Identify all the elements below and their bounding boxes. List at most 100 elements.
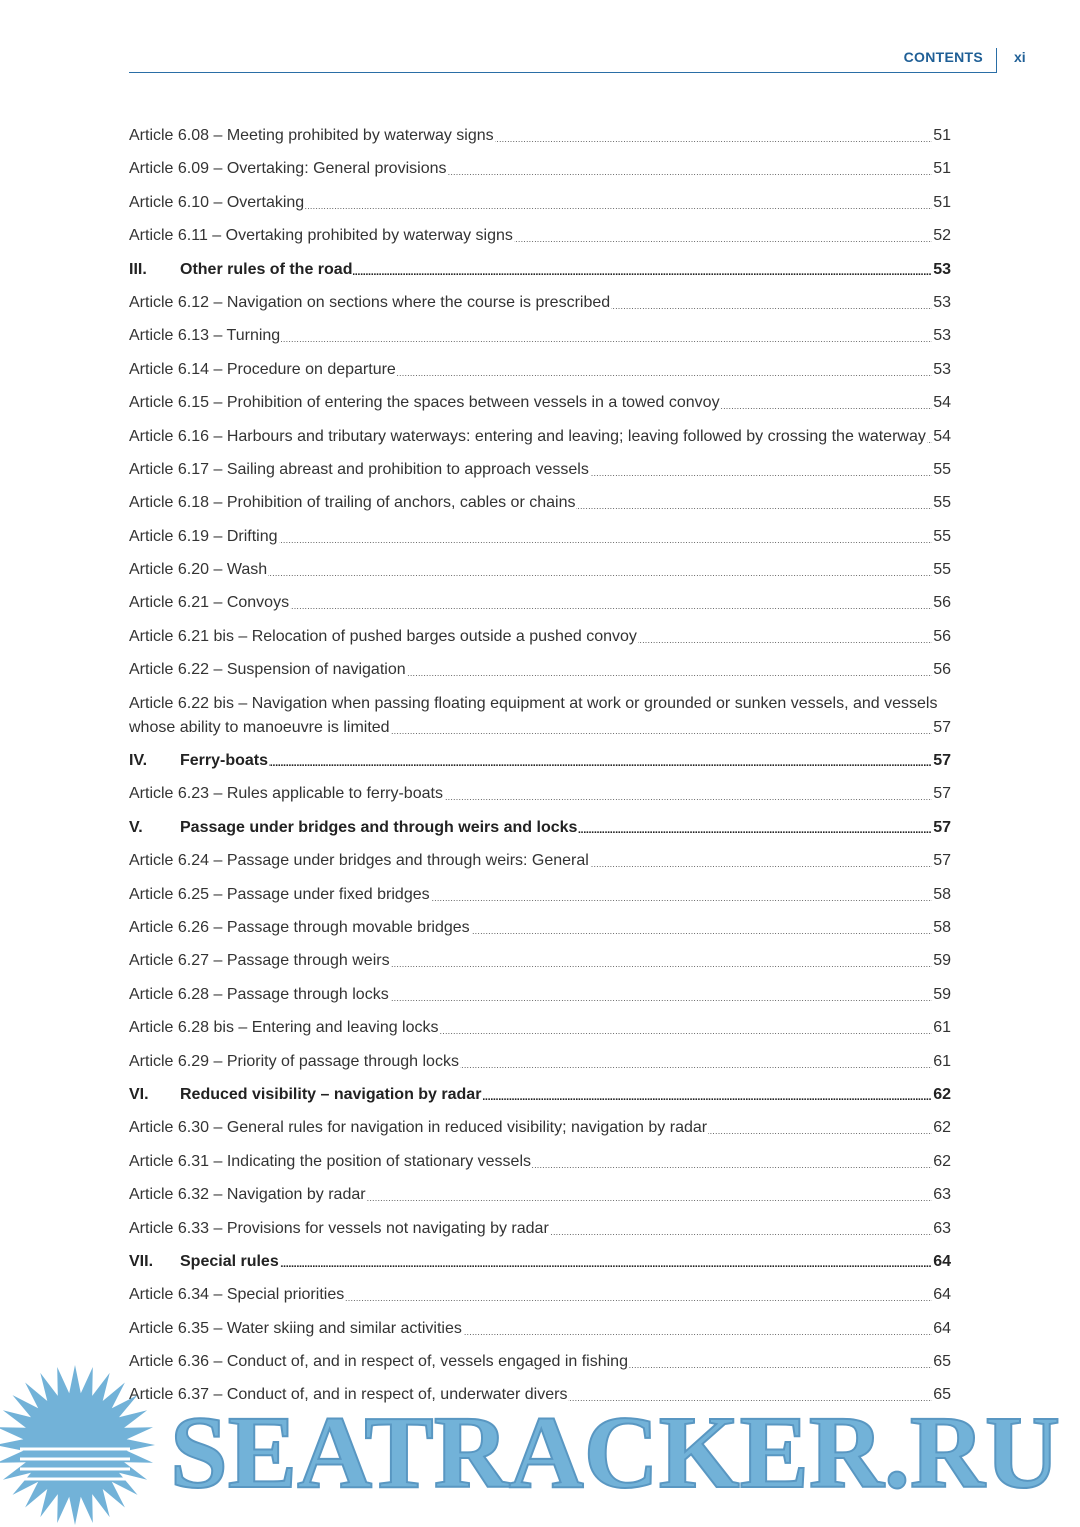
entry-title: Article 6.21 – Convoys: [129, 594, 290, 612]
entry-title: Article 6.17 – Sailing abreast and prohi…: [129, 460, 589, 478]
entry-title-wrap: Article 6.09 – Overtaking: General provi…: [129, 160, 448, 178]
entry-title: Article 6.09 – Overtaking: General provi…: [129, 160, 447, 178]
entry-title: Article 6.22 – Suspension of navigation: [129, 661, 406, 679]
section-entry: V.Passage under bridges and through weir…: [129, 815, 951, 849]
page-number: 63: [932, 1216, 951, 1241]
entry-title-wrap: Article 6.29 – Priority of passage throu…: [129, 1052, 460, 1070]
entry-title-wrap: Article 6.36 – Conduct of, and in respec…: [129, 1353, 629, 1371]
toc-entry: Article 6.09 – Overtaking: General provi…: [129, 157, 951, 190]
toc-entry: Article 6.34 – Special priorities 64: [129, 1283, 951, 1316]
entry-title: Article 6.10 – Overtaking: [129, 193, 305, 211]
entry-title-wrap: Article 6.22 – Suspension of navigation: [129, 661, 407, 679]
page-number: 65: [932, 1383, 951, 1408]
page-number: 62: [932, 1116, 951, 1141]
toc-entry: Article 6.35 – Water skiing and similar …: [129, 1316, 951, 1350]
entry-title-wrap: VI. Reduced visibility – navigation by ra…: [129, 1082, 483, 1107]
toc-entry: Article 6.24 – Passage under bridges and…: [129, 849, 951, 882]
entry-title-wrap: Article 6.17 – Sailing abreast and prohi…: [129, 460, 590, 478]
page-number: 51: [932, 157, 951, 182]
entry-title: Article 6.19 – Drifting: [129, 527, 278, 545]
toc-entry: Article 6.31 – Indicating the position o…: [129, 1149, 951, 1183]
page-number: 56: [932, 658, 951, 683]
entry-title-wrap: Article 6.24 – Passage under bridges and…: [129, 852, 590, 870]
header-divider: [996, 48, 997, 72]
page-number: 53: [932, 324, 951, 349]
entry-title-wrap: Article 6.12 – Navigation on sections wh…: [129, 293, 612, 311]
entry-title: Article 6.08 – Meeting prohibited by wat…: [129, 127, 494, 144]
toc-entry: Article 6.33 – Provisions for vessels no…: [129, 1216, 951, 1250]
page-number: 62: [932, 1082, 951, 1107]
entry-title: Article 6.12 – Navigation on sections wh…: [129, 293, 611, 311]
toc-entry: Article 6.15 – Prohibition of entering t…: [129, 391, 951, 424]
entry-title-wrap: Article 6.08 – Meeting prohibited by wat…: [129, 127, 495, 144]
page-number: 57: [932, 715, 951, 740]
page-number: 51: [932, 124, 951, 148]
toc-entry: Article 6.12 – Navigation on sections wh…: [129, 290, 951, 324]
page-number: 55: [932, 491, 951, 516]
entry-title: Article 6.22 bis – Navigation when passi…: [129, 694, 938, 736]
toc-entry: Article 6.26 – Passage through movable b…: [129, 915, 951, 949]
toc-entry: Article 6.27 – Passage through weirs 59: [129, 949, 951, 982]
entry-title: Article 6.34 – Special priorities: [129, 1286, 345, 1304]
entry-title-wrap: Article 6.16 – Harbours and tributary wa…: [129, 427, 927, 445]
entry-title: Article 6.21 bis – Relocation of pushed …: [129, 627, 637, 645]
entry-title: Article 6.28 – Passage through locks: [129, 985, 389, 1003]
entry-title: Article 6.31 – Indicating the position o…: [129, 1152, 531, 1170]
entry-title: Article 6.27 – Passage through weirs: [129, 952, 390, 970]
toc-entry: Article 6.22 – Suspension of navigation 5…: [129, 658, 951, 691]
section-number: VII.: [129, 1249, 180, 1274]
entry-title-wrap: Article 6.27 – Passage through weirs: [129, 952, 391, 970]
toc-entry: Article 6.08 – Meeting prohibited by wat…: [129, 124, 951, 157]
page-number: 61: [932, 1049, 951, 1074]
page-number: 59: [932, 949, 951, 974]
entry-title-wrap: Article 6.32 – Navigation by radar: [129, 1186, 367, 1204]
toc-entry: Article 6.36 – Conduct of, and in respec…: [129, 1350, 951, 1383]
toc-entry: Article 6.21 bis – Relocation of pushed …: [129, 624, 951, 658]
entry-title: Article 6.36 – Conduct of, and in respec…: [129, 1353, 628, 1371]
section-entry: IV.Ferry-boats 57: [129, 749, 951, 782]
entry-title: Ferry-boats: [180, 752, 269, 770]
entry-title: Article 6.18 – Prohibition of trailing o…: [129, 494, 576, 512]
entry-title-wrap: Article 6.33 – Provisions for vessels no…: [129, 1219, 550, 1237]
toc-entry: Article 6.22 bis – Navigation when passi…: [129, 692, 951, 749]
section-number: V.: [129, 815, 180, 840]
entry-title: Article 6.29 – Priority of passage throu…: [129, 1052, 459, 1070]
page-number: 64: [932, 1249, 951, 1274]
page-number: 64: [932, 1316, 951, 1341]
page-number: 51: [932, 190, 951, 215]
entry-title-wrap: Article 6.19 – Drifting: [129, 527, 279, 545]
entry-title-wrap: Article 6.25 – Passage under fixed bridg…: [129, 885, 431, 903]
entry-title-wrap: Article 6.35 – Water skiing and similar …: [129, 1319, 463, 1337]
entry-title-wrap: Article 6.15 – Prohibition of entering t…: [129, 394, 721, 412]
entry-title-wrap: Article 6.28 – Passage through locks: [129, 985, 390, 1003]
toc-entry: Article 6.23 – Rules applicable to ferry…: [129, 782, 951, 815]
entry-title: Article 6.16 – Harbours and tributary wa…: [129, 427, 926, 445]
toc-entry: Article 6.13 – Turning 53: [129, 324, 951, 357]
entry-title: Article 6.33 – Provisions for vessels no…: [129, 1219, 549, 1237]
toc-entry: Article 6.11 – Overtaking prohibited by …: [129, 224, 951, 257]
page-number: 53: [932, 257, 951, 282]
entry-title: Article 6.25 – Passage under fixed bridg…: [129, 885, 430, 903]
toc: Article 6.08 – Meeting prohibited by wat…: [129, 124, 951, 1417]
toc-entry: Article 6.17 – Sailing abreast and prohi…: [129, 457, 951, 491]
entry-title: Reduced visibility – navigation by radar: [180, 1085, 482, 1103]
entry-title-wrap: Article 6.26 – Passage through movable b…: [129, 918, 471, 936]
entry-title: Article 6.15 – Prohibition of entering t…: [129, 394, 720, 412]
page-number: 56: [932, 624, 951, 649]
page-number: 59: [932, 982, 951, 1007]
toc-entry: Article 6.14 – Procedure on departure 53: [129, 357, 951, 391]
entry-title-wrap: VII. Special rules: [129, 1249, 280, 1274]
page-number: 57: [932, 749, 951, 774]
toc-entry: Article 6.20 – Wash 55: [129, 558, 951, 591]
entry-title-wrap: Article 6.21 bis – Relocation of pushed …: [129, 627, 638, 645]
page-number: 63: [932, 1183, 951, 1208]
entry-title-wrap: V. Passage under bridges and through weir…: [129, 815, 579, 840]
page-number: 57: [932, 849, 951, 874]
entry-title-wrap: Article 6.28 bis – Entering and leaving …: [129, 1019, 440, 1037]
header-rule: [129, 72, 997, 73]
toc-entry: Article 6.25 – Passage under fixed bridg…: [129, 882, 951, 916]
entry-title: Article 6.14 – Procedure on departure: [129, 360, 396, 378]
page-number: 52: [932, 224, 951, 249]
entry-title-wrap: Article 6.22 bis – Navigation when passi…: [129, 694, 938, 736]
